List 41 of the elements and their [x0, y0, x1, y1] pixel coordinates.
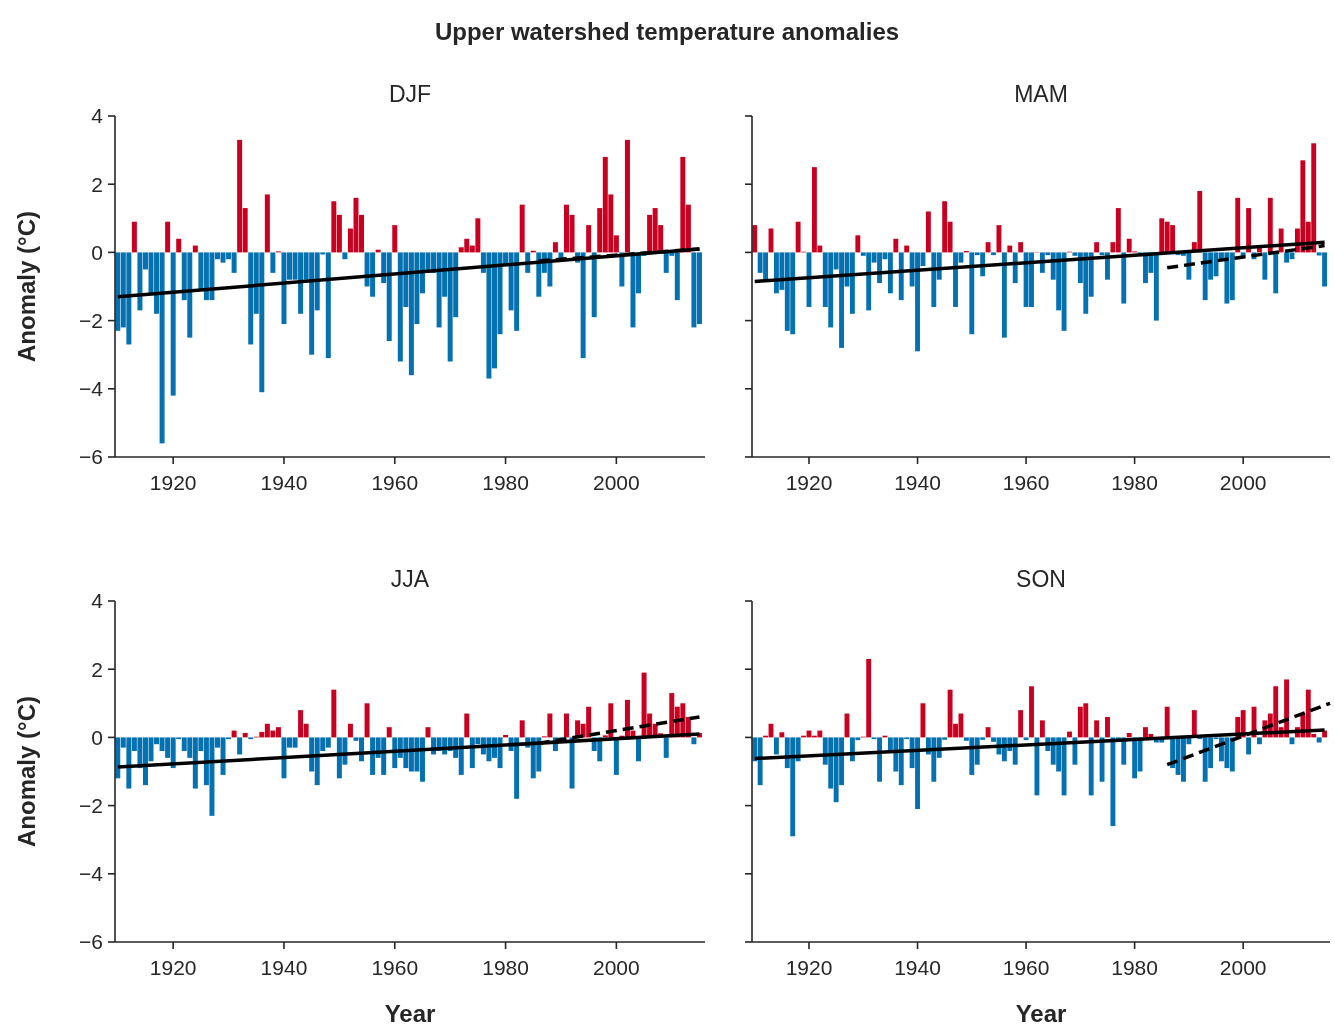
chart-title: MAM: [1014, 81, 1068, 107]
chart-title: SON: [1016, 566, 1066, 592]
y-tick-label: 2: [91, 172, 103, 196]
x-tick-label: 1960: [371, 471, 419, 494]
y-axis-title: Anomaly (°C): [13, 211, 40, 362]
x-tick-label: 1940: [894, 471, 941, 494]
y-tick-label: 4: [91, 589, 104, 613]
x-tick-label: 1920: [785, 471, 833, 494]
x-axis-title: Year: [384, 1000, 436, 1027]
x-tick-label: 2000: [593, 956, 640, 979]
x-tick-label: 2000: [1219, 471, 1267, 494]
y-tick-label: −4: [79, 862, 104, 886]
x-tick-label: 1940: [260, 956, 308, 979]
x-tick-label: 1920: [149, 956, 197, 979]
x-tick-label: 1960: [1002, 956, 1050, 979]
x-tick-label: 1940: [260, 471, 308, 494]
x-tick-label: 2000: [593, 471, 640, 494]
chart-title: JJA: [390, 566, 430, 592]
y-tick-label: −4: [79, 377, 104, 401]
y-tick-label: −2: [79, 308, 103, 332]
x-tick-label: 1960: [1002, 471, 1050, 494]
x-tick-label: 1940: [894, 956, 941, 979]
x-tick-label: 1920: [785, 956, 833, 979]
y-tick-label: −6: [79, 445, 103, 469]
y-tick-label: 2: [91, 657, 103, 681]
y-tick-label: 0: [91, 725, 103, 749]
x-tick-label: 1980: [482, 471, 529, 494]
y-tick-label: −2: [79, 793, 103, 817]
y-tick-label: 4: [91, 104, 104, 128]
text: Upper watershed temperature anomalies: [434, 18, 900, 45]
x-tick-label: 1960: [371, 956, 419, 979]
y-tick-label: 0: [91, 240, 103, 264]
x-tick-label: 1980: [1111, 471, 1158, 494]
x-tick-label: 2000: [1219, 956, 1267, 979]
y-axis-title: Anomaly (°C): [13, 696, 40, 847]
x-axis-title: Year: [1015, 1000, 1067, 1027]
x-tick-label: 1920: [149, 471, 197, 494]
x-tick-label: 1980: [482, 956, 529, 979]
chart-title: DJF: [388, 81, 432, 107]
x-tick-label: 1980: [1111, 956, 1158, 979]
y-tick-label: −6: [79, 930, 103, 954]
